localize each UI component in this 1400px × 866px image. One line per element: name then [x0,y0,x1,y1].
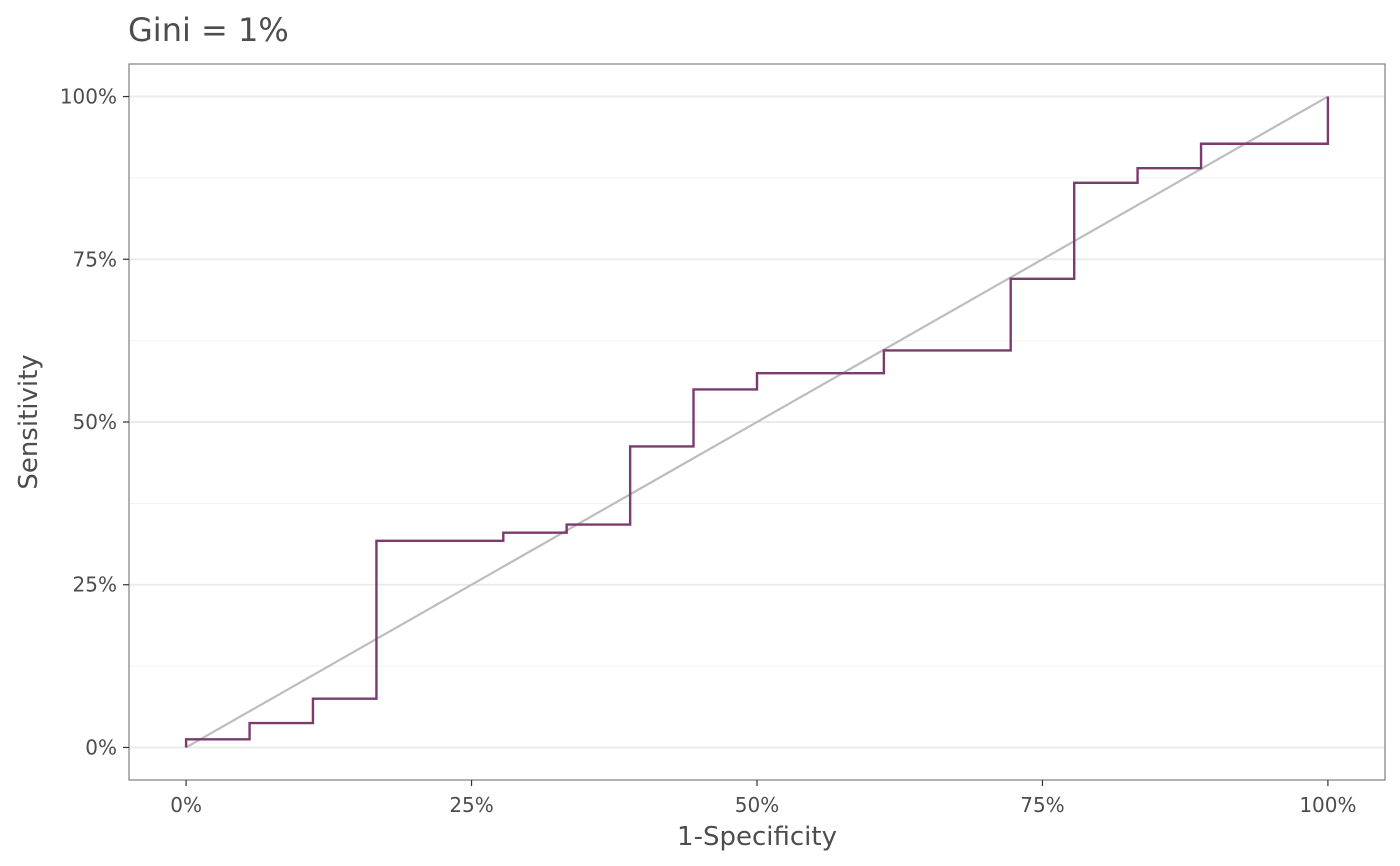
roc-curve-line [184,96,1330,748]
y-tick-label-3: 75% [73,247,117,271]
y-tick-label-4: 100% [60,85,117,109]
x-tick-label-2: 50% [735,793,779,817]
y-tick-label-2: 50% [73,410,117,434]
x-tick-label-4: 100% [1299,793,1356,817]
axis-ticks: 0% 25% 50% 75% 100% 0% 25% 50% 75% 100% [60,85,1357,817]
x-tick-label-0: 0% [170,793,202,817]
x-tick-label-3: 75% [1020,793,1064,817]
y-tick-label-1: 25% [73,573,117,597]
x-axis-title: 1-Specificity [677,822,837,852]
y-tick-label-0: 0% [85,735,117,759]
x-tick-label-1: 25% [449,793,493,817]
chart-title: Gini = 1% [128,11,289,49]
series-layer [184,95,1330,749]
y-axis-title: Sensitivity [14,354,44,489]
